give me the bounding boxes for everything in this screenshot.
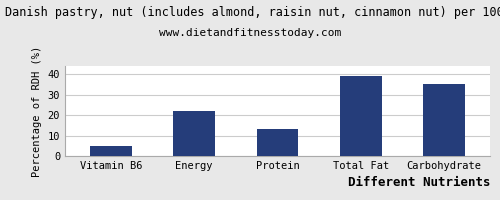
Bar: [174, 111, 215, 156]
Bar: [90, 146, 132, 156]
Bar: [256, 129, 298, 156]
X-axis label: Different Nutrients: Different Nutrients: [348, 176, 490, 189]
Text: Danish pastry, nut (includes almond, raisin nut, cinnamon nut) per 100g: Danish pastry, nut (includes almond, rai…: [5, 6, 500, 19]
Y-axis label: Percentage of RDH (%): Percentage of RDH (%): [32, 45, 42, 177]
Text: www.dietandfitnesstoday.com: www.dietandfitnesstoday.com: [159, 28, 341, 38]
Bar: [424, 84, 465, 156]
Bar: [340, 76, 382, 156]
